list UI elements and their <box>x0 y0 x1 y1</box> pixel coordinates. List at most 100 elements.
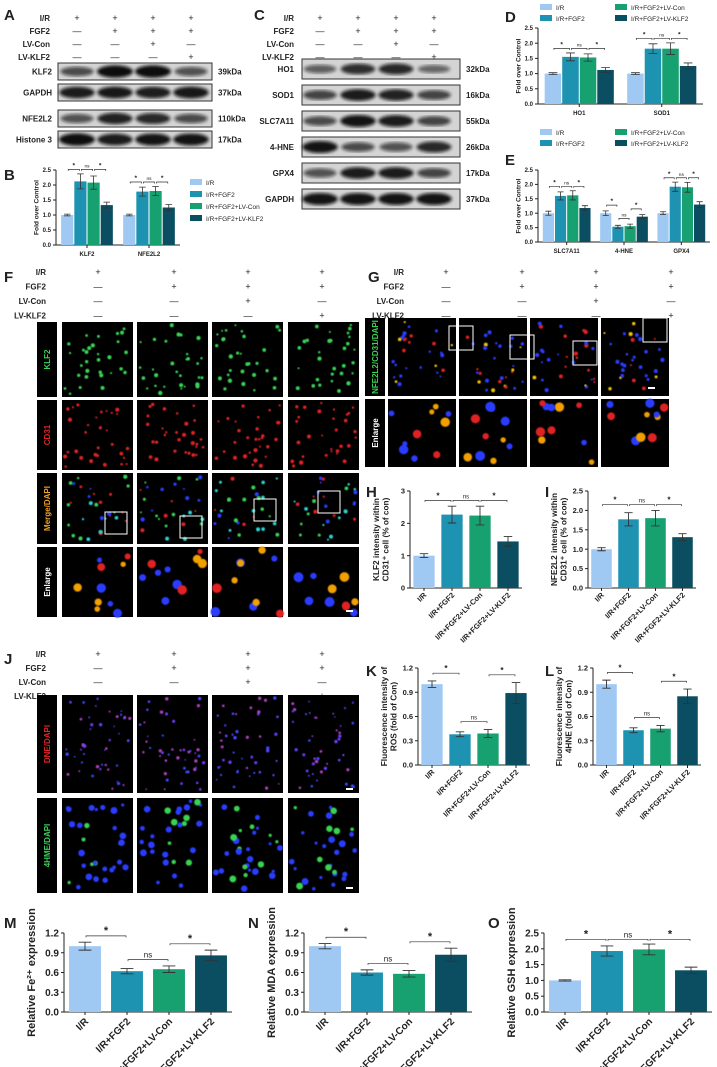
bar <box>579 208 591 242</box>
legend-label: I/R+FGF2 <box>556 141 585 148</box>
x-tick-label: I/R+FGF2+LV-Con <box>433 590 484 641</box>
significance-bracket <box>94 169 107 171</box>
cell-signal <box>102 462 107 467</box>
cell-signal <box>187 750 191 754</box>
cell-signal <box>535 352 540 358</box>
condition-sign: — <box>94 282 103 292</box>
condition-sign: + <box>668 311 673 321</box>
bar <box>662 48 679 104</box>
bar <box>309 946 341 1012</box>
cell-signal <box>139 511 142 514</box>
cell-signal <box>82 744 87 748</box>
cell-signal <box>126 484 130 488</box>
condition-sign: + <box>431 26 436 36</box>
bar <box>567 195 579 242</box>
error-bar <box>63 213 71 217</box>
cell-signal <box>539 400 546 407</box>
bar <box>74 181 87 245</box>
blot-band <box>135 133 171 146</box>
condition-sign: — <box>111 39 120 49</box>
cell-signal <box>293 572 304 583</box>
cell-signal <box>314 716 318 720</box>
image-background <box>388 399 456 467</box>
cell-signal <box>165 778 169 782</box>
cell-signal <box>478 371 482 375</box>
cell-signal <box>147 700 151 703</box>
cell-signal <box>520 342 525 346</box>
cell-signal <box>192 404 196 408</box>
cell-signal <box>95 416 98 419</box>
cell-signal <box>346 768 350 772</box>
significance-bracket <box>675 177 687 180</box>
condition-sign: + <box>431 52 436 62</box>
y-tick-label: 1.5 <box>525 57 534 63</box>
cell-signal <box>291 464 296 468</box>
cell-signal <box>330 807 337 815</box>
cell-signal <box>164 524 168 528</box>
cell-signal <box>140 528 145 533</box>
cell-signal <box>139 488 142 492</box>
cell-signal <box>114 515 119 520</box>
cell-signal <box>242 522 246 527</box>
cell-signal <box>620 362 624 367</box>
cell-signal <box>84 431 88 434</box>
cell-signal <box>402 338 406 342</box>
image-label-strip <box>365 399 385 467</box>
cell-signal <box>249 824 255 830</box>
cell-signal <box>535 427 546 437</box>
cell-signal <box>123 715 127 719</box>
cell-signal <box>162 407 167 411</box>
error-bar <box>672 181 679 192</box>
cell-signal <box>322 495 325 498</box>
cell-signal <box>245 735 249 739</box>
cell-signal <box>297 415 301 419</box>
image-F-row1-col1 <box>137 400 208 470</box>
significance-star: * <box>428 931 433 943</box>
cell-signal <box>275 477 279 480</box>
condition-sign: — <box>94 296 103 306</box>
y-tick-label: 0.0 <box>43 243 52 249</box>
cell-signal <box>94 502 99 507</box>
cell-signal <box>254 437 258 441</box>
cell-signal <box>546 357 551 362</box>
significance-ns: ns <box>564 181 570 186</box>
significance-bracket <box>618 218 630 220</box>
condition-sign: + <box>355 13 360 23</box>
cell-signal <box>311 773 314 776</box>
error-bar <box>683 688 692 705</box>
cell-signal <box>265 368 269 373</box>
cell-signal <box>73 583 82 592</box>
cell-signal <box>308 700 311 703</box>
image-label-strip <box>37 322 57 397</box>
cell-signal <box>260 507 265 511</box>
inset-box <box>509 334 535 360</box>
cell-signal <box>264 786 269 790</box>
cell-signal <box>201 445 205 449</box>
error-bar <box>684 181 691 193</box>
legend-swatch <box>615 4 627 10</box>
cell-signal <box>261 434 265 438</box>
cell-signal <box>73 755 76 758</box>
cell-signal <box>210 607 221 617</box>
condition-sign: — <box>111 52 120 62</box>
cell-signal <box>436 371 439 374</box>
cell-signal <box>314 324 319 329</box>
inset-box <box>448 325 474 351</box>
legend-label: I/R <box>206 180 215 187</box>
cell-signal <box>641 386 646 391</box>
cell-signal <box>277 845 283 851</box>
cell-signal <box>195 445 198 448</box>
cell-signal <box>483 345 488 351</box>
cell-signal <box>91 774 94 778</box>
cell-signal <box>311 886 316 891</box>
cell-signal <box>272 385 277 390</box>
significance-bracket <box>653 37 670 40</box>
significance-bracket <box>656 504 682 507</box>
cell-signal <box>148 404 152 408</box>
cell-signal <box>317 533 321 537</box>
cell-signal <box>183 814 190 822</box>
cell-signal <box>326 762 329 765</box>
significance-star: * <box>595 41 598 48</box>
y-tick-label: 0.0 <box>403 761 413 770</box>
cell-signal <box>241 404 245 408</box>
